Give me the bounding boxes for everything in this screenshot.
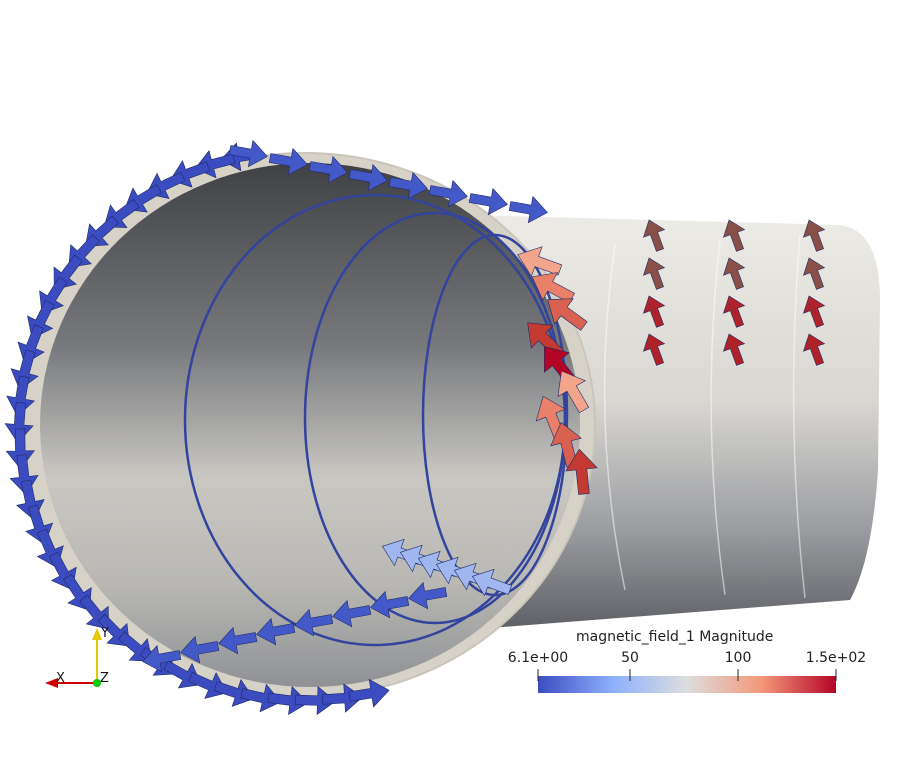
field-arrow (5, 428, 35, 470)
tube-section-lines (603, 234, 806, 599)
field-arrow (348, 678, 390, 708)
field-arrow (642, 257, 666, 290)
field-arrow (180, 635, 220, 664)
field-arrow (408, 581, 448, 610)
field-arrow (802, 219, 826, 252)
field-arrow (802, 333, 826, 366)
field-arrow (557, 370, 590, 414)
field-arrow (10, 349, 39, 391)
field-arrow (642, 333, 666, 366)
field-arrow (471, 568, 513, 597)
inner-ring-lines (183, 193, 569, 647)
field-arrow (267, 686, 309, 716)
field-arrow (642, 219, 666, 252)
field-arrow (295, 685, 336, 716)
field-arrow (348, 163, 388, 192)
field-arrow (294, 608, 334, 637)
axis-label-z: Z (100, 671, 109, 686)
colorbar-gradient (538, 676, 836, 693)
colorbar-title: magnetic_field_1 Magnitude (576, 629, 774, 645)
field-arrow (802, 257, 826, 290)
field-arrow (468, 187, 508, 216)
field-arrow (722, 333, 746, 366)
field-arrow (332, 599, 372, 628)
field-arrow (547, 298, 588, 331)
colorbar-tick-min: 6.1e+00 (507, 650, 569, 666)
colorbar-ticks (537, 669, 837, 681)
field-arrow (531, 272, 575, 304)
colorbar-tick-50: 50 (621, 650, 639, 666)
field-arrow (6, 375, 35, 417)
field-arrow (565, 448, 598, 495)
field-arrow (370, 590, 410, 619)
field-arrow (722, 257, 746, 290)
field-arrow (642, 295, 666, 328)
field-arrow (428, 179, 468, 208)
field-arrow (508, 195, 548, 224)
field-arrow (213, 679, 255, 707)
field-arrow (218, 626, 258, 655)
field-arrow (517, 246, 563, 278)
field-arrow (4, 402, 34, 444)
field-arrow (802, 295, 826, 328)
axis-label-y: Y (101, 626, 109, 641)
orientation-axes[interactable] (45, 628, 102, 688)
colorbar-tick-100: 100 (724, 650, 752, 666)
field-arrow (308, 155, 348, 184)
field-arrow (256, 617, 296, 646)
field-arrow (142, 644, 182, 673)
field-arrows (4, 139, 826, 716)
field-arrow (240, 683, 282, 713)
tube-inner-bore (40, 163, 580, 687)
field-arrow (268, 147, 308, 176)
axis-label-x: X (56, 671, 65, 686)
field-arrow (228, 139, 268, 168)
field-arrow (722, 219, 746, 252)
field-arrow (722, 295, 746, 328)
field-arrow (388, 171, 428, 200)
colorbar-tick-max: 1.5e+02 (805, 650, 867, 666)
